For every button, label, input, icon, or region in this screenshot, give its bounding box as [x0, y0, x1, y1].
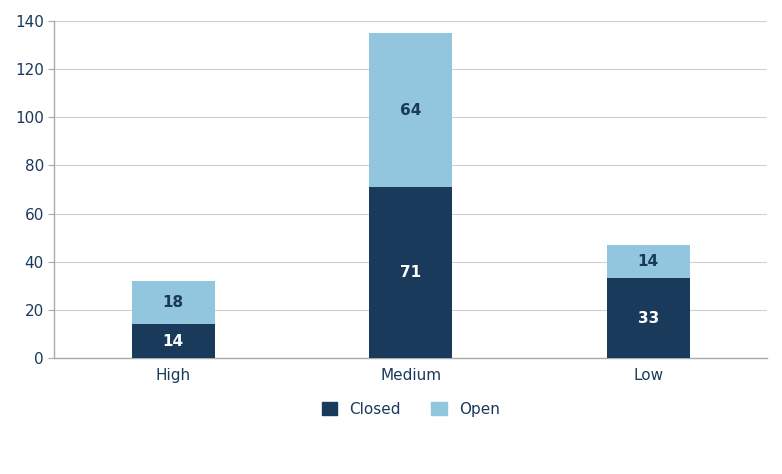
Legend: Closed, Open: Closed, Open	[314, 394, 508, 424]
Text: 71: 71	[400, 265, 421, 280]
Text: 14: 14	[637, 254, 658, 269]
Text: 14: 14	[163, 334, 184, 348]
Text: 33: 33	[637, 310, 659, 326]
Bar	[369, 187, 452, 358]
Bar	[131, 324, 214, 358]
Bar	[607, 279, 690, 358]
Bar	[607, 245, 690, 279]
Text: 64: 64	[400, 102, 421, 118]
Bar	[131, 281, 214, 324]
Text: 18: 18	[163, 295, 184, 310]
Bar	[369, 33, 452, 187]
